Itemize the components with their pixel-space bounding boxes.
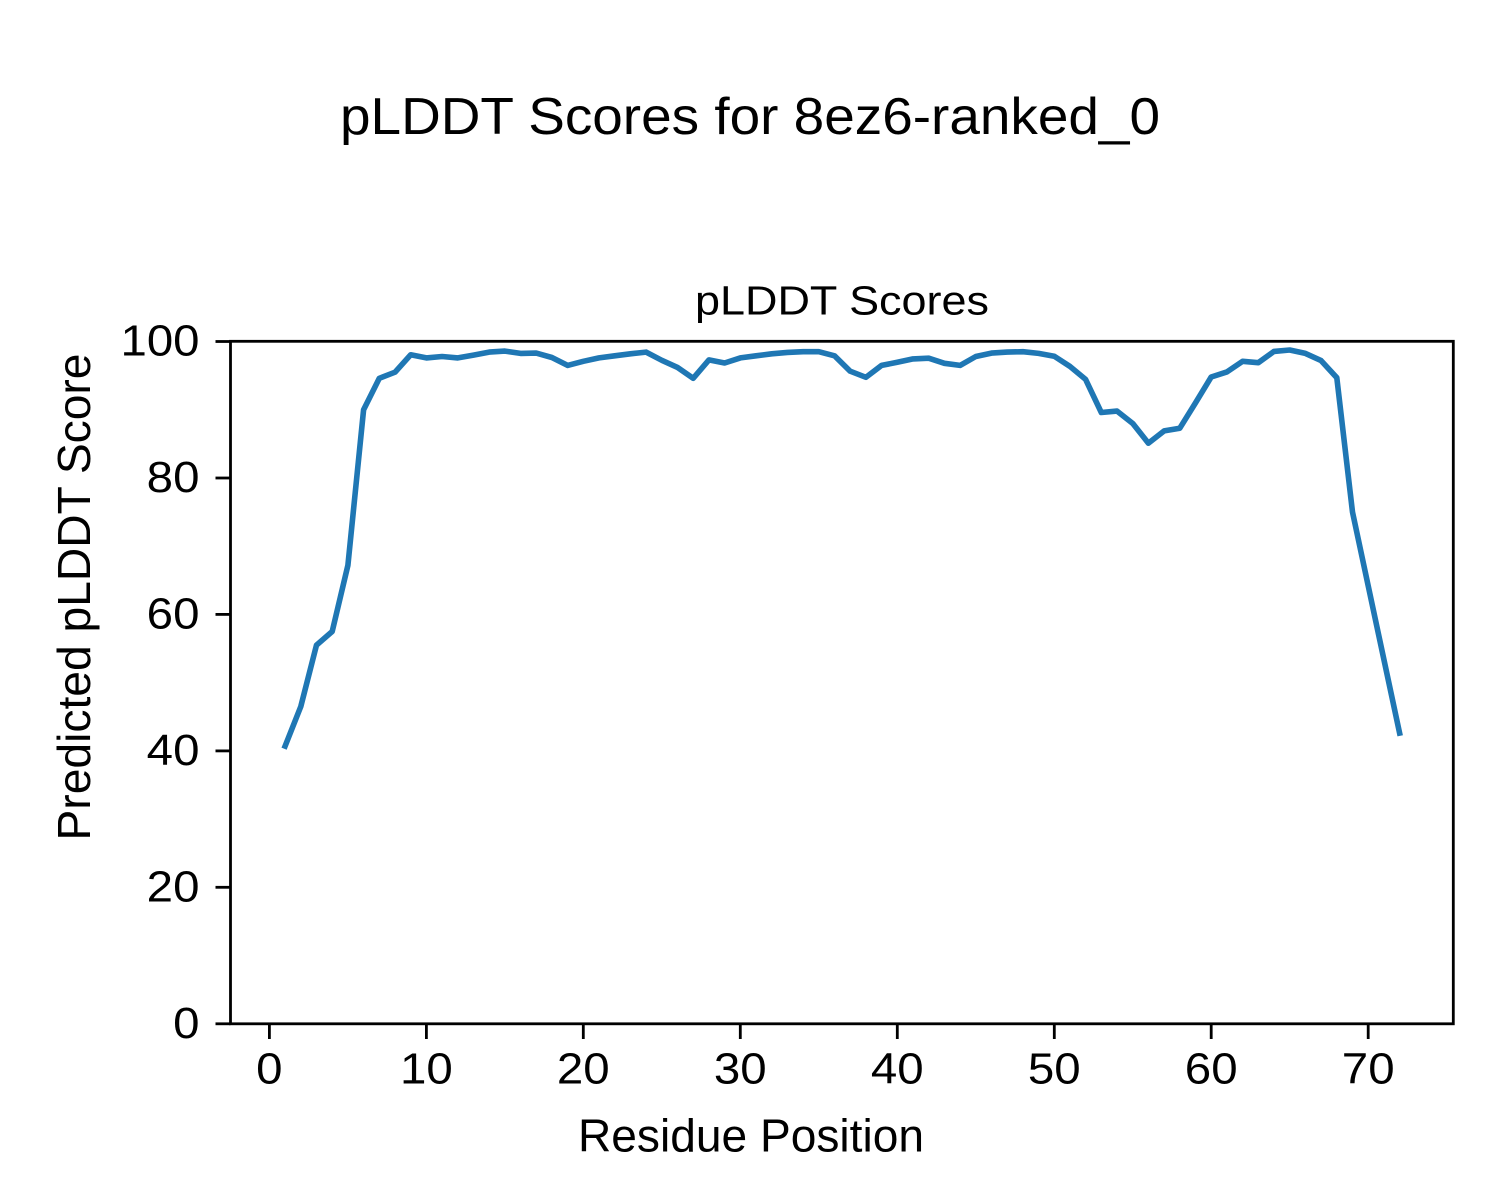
- svg-text:pLDDT Scores for 8ez6-ranked_0: pLDDT Scores for 8ez6-ranked_0: [340, 88, 1160, 146]
- svg-text:60: 60: [147, 589, 200, 638]
- svg-text:30: 30: [714, 1044, 767, 1093]
- svg-text:60: 60: [1185, 1044, 1238, 1093]
- svg-text:Predicted pLDDT Score: Predicted pLDDT Score: [48, 354, 100, 841]
- svg-text:50: 50: [1028, 1044, 1081, 1093]
- svg-text:70: 70: [1342, 1044, 1395, 1093]
- svg-text:100: 100: [121, 317, 200, 366]
- svg-text:0: 0: [173, 999, 199, 1048]
- svg-text:40: 40: [147, 726, 200, 775]
- svg-text:20: 20: [147, 862, 200, 911]
- svg-text:40: 40: [871, 1044, 924, 1093]
- svg-text:0: 0: [256, 1044, 282, 1093]
- svg-text:20: 20: [557, 1044, 610, 1093]
- svg-text:80: 80: [147, 453, 200, 502]
- svg-text:pLDDT Scores: pLDDT Scores: [695, 278, 989, 324]
- svg-text:10: 10: [400, 1044, 453, 1093]
- svg-text:Residue Position: Residue Position: [578, 1109, 924, 1161]
